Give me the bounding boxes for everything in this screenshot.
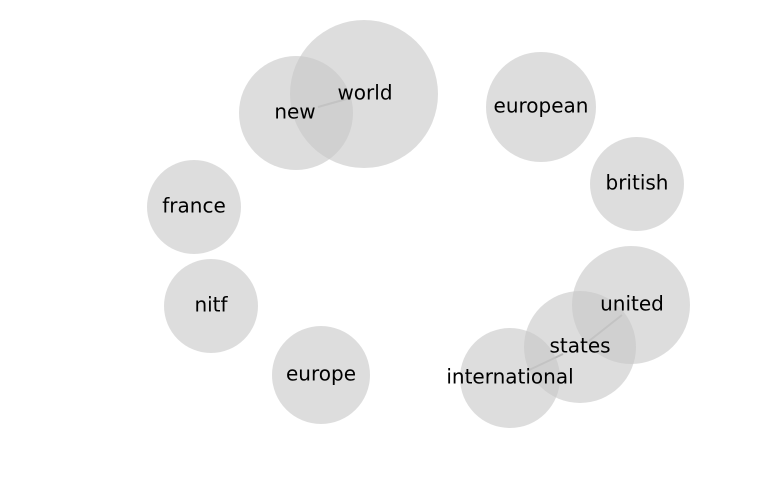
node-label-european: european	[494, 94, 589, 118]
node-circle-new	[239, 56, 353, 170]
node-circle-british	[590, 137, 684, 231]
node-circle-france	[147, 160, 241, 254]
nodes-layer	[147, 20, 690, 428]
node-label-nitf: nitf	[194, 293, 228, 317]
node-label-british: british	[606, 171, 669, 195]
node-label-states: states	[549, 334, 610, 358]
node-label-united: united	[600, 292, 664, 316]
node-label-europe: europe	[286, 362, 356, 386]
node-circle-international	[460, 328, 560, 428]
node-label-france: france	[162, 194, 226, 218]
node-circle-europe	[272, 326, 370, 424]
node-label-international: international	[446, 365, 573, 389]
labels-layer: world new european british france nitf united s…	[162, 81, 668, 389]
node-label-new: new	[274, 100, 315, 124]
node-circle-nitf	[164, 259, 258, 353]
node-label-world: world	[337, 81, 392, 105]
node-circle-european	[486, 52, 596, 162]
